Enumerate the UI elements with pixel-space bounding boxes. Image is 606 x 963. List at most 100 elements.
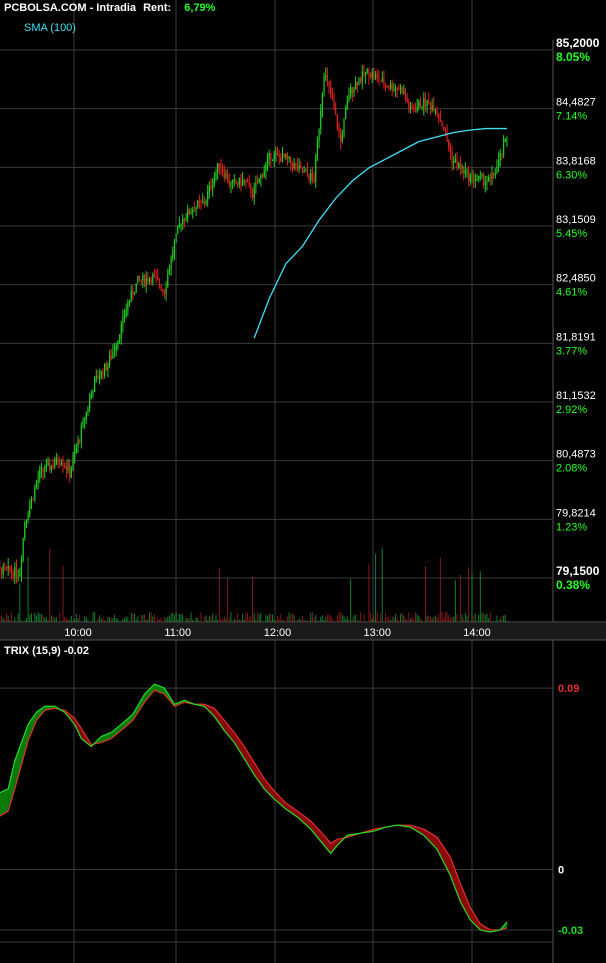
candle-body xyxy=(122,316,124,325)
candle-body xyxy=(130,290,132,301)
candle-body xyxy=(133,292,136,295)
volume-bar xyxy=(401,612,403,622)
candle-body xyxy=(318,128,320,141)
volume-bar xyxy=(413,619,415,622)
candle-body xyxy=(439,118,442,122)
candle-body xyxy=(253,186,255,198)
volume-bar xyxy=(428,615,430,622)
volume-bar xyxy=(100,618,102,622)
candle-body xyxy=(80,426,82,441)
volume-bar xyxy=(272,614,274,622)
volume-bar xyxy=(459,574,461,622)
volume-bar xyxy=(290,614,292,622)
candle-body xyxy=(160,285,162,290)
volume-bar xyxy=(355,614,357,622)
volume-bar xyxy=(170,613,172,622)
candle-body xyxy=(338,128,340,133)
candle-body xyxy=(233,180,235,182)
candle-body xyxy=(409,106,412,109)
volume-bar xyxy=(7,615,9,622)
candle-body xyxy=(408,102,410,109)
candle-body xyxy=(436,110,438,114)
candle-body xyxy=(276,152,279,155)
volume-bar xyxy=(277,616,278,622)
price-tick-label: 80,4873 xyxy=(556,449,596,461)
candle-body xyxy=(366,69,368,73)
volume-bar xyxy=(168,615,170,622)
candle-body xyxy=(399,87,402,90)
candle-body xyxy=(19,574,21,576)
candle-body xyxy=(346,100,348,109)
trix-fill-segment xyxy=(0,788,9,817)
candle-body xyxy=(453,160,455,164)
candle-body xyxy=(228,181,230,185)
candle-body xyxy=(9,566,11,571)
trix-fill-segment xyxy=(8,760,15,812)
volume-bar xyxy=(250,615,252,622)
candle-body xyxy=(173,242,176,253)
trix-fill-segment xyxy=(470,907,481,930)
pct-tick-label: 2.08% xyxy=(556,463,587,475)
time-tick-label: 10:00 xyxy=(64,627,92,639)
price-tick-label: 83,8168 xyxy=(556,155,596,167)
candle-body xyxy=(371,72,373,77)
candle-body xyxy=(110,355,112,359)
candle-body xyxy=(285,154,287,158)
candle-body xyxy=(105,363,107,371)
candle-body xyxy=(172,252,174,257)
candle-body xyxy=(34,488,36,499)
volume-bar xyxy=(19,583,21,622)
candle-body xyxy=(280,156,282,162)
volume-bar xyxy=(504,614,506,622)
candle-body xyxy=(10,570,13,573)
candle-body xyxy=(67,465,69,471)
candle-body xyxy=(82,420,84,427)
volume-bar xyxy=(356,620,358,622)
candle-body xyxy=(488,176,490,181)
volume-bar xyxy=(34,612,36,622)
volume-bar xyxy=(227,578,229,622)
volume-bar xyxy=(180,613,182,622)
volume-bar xyxy=(132,613,134,622)
candle-body xyxy=(55,457,57,465)
candle-body xyxy=(7,566,9,569)
candle-body xyxy=(95,375,97,378)
volume-bar xyxy=(162,621,164,622)
trix-fill-segment xyxy=(214,708,225,731)
volume-bar xyxy=(165,617,167,622)
candle-body xyxy=(290,156,292,164)
candle-body xyxy=(245,179,247,182)
candle-body xyxy=(24,522,26,539)
candle-body xyxy=(496,167,498,174)
volume-bar xyxy=(79,614,81,622)
volume-bar xyxy=(175,612,177,622)
candle-body xyxy=(37,478,39,484)
candle-body xyxy=(218,163,220,168)
candle-body xyxy=(5,567,8,569)
candle-body xyxy=(363,71,365,76)
candle-body xyxy=(333,99,335,109)
volume-bar xyxy=(451,616,453,622)
pct-tick-label: 4.61% xyxy=(556,287,587,299)
volume-bar xyxy=(373,615,375,622)
candle-body xyxy=(434,110,437,112)
candle-body xyxy=(143,275,146,285)
volume-bar xyxy=(463,618,465,622)
volume-bar xyxy=(308,620,310,622)
candle-body xyxy=(291,163,294,169)
volume-bar xyxy=(75,613,77,622)
candle-body xyxy=(180,224,182,226)
candle-body xyxy=(393,89,395,91)
candle-body xyxy=(241,179,244,186)
volume-bar xyxy=(506,621,508,622)
candle-body xyxy=(118,338,121,341)
volume-bar xyxy=(217,620,219,622)
volume-bar xyxy=(346,616,348,622)
rent-label: Rent: xyxy=(143,2,172,14)
trix-fill-segment xyxy=(14,742,22,789)
candle-body xyxy=(499,153,501,161)
candle-body xyxy=(303,171,305,173)
candle-body xyxy=(388,87,390,89)
volume-bar xyxy=(205,615,207,622)
trix-fill-segment xyxy=(234,732,245,759)
